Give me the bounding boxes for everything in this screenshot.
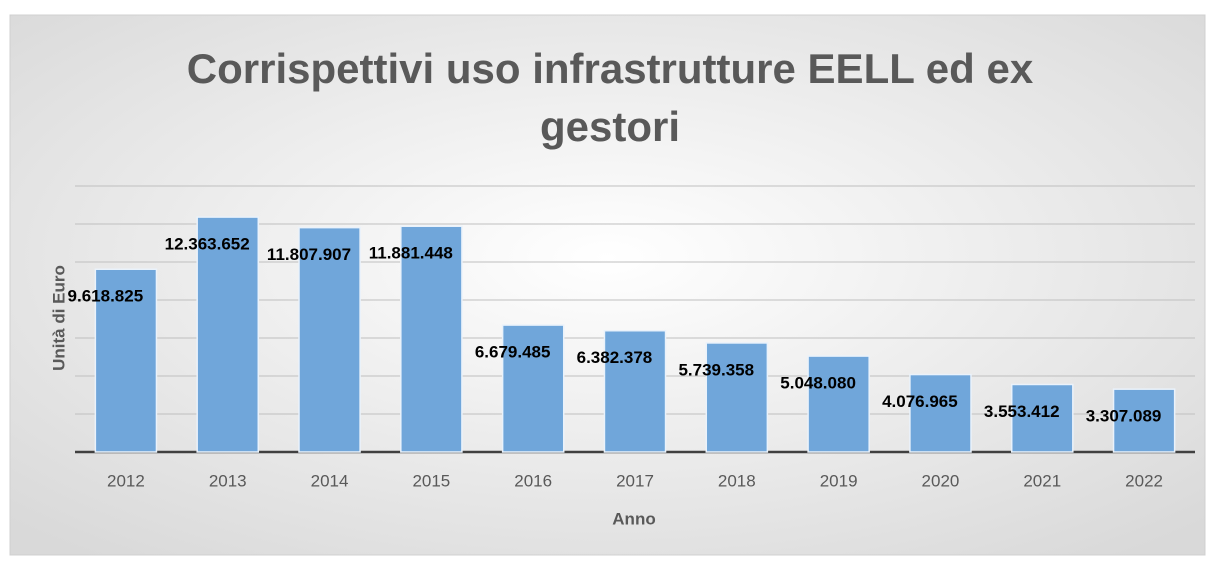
bar: [705, 342, 769, 453]
bar: [909, 373, 972, 453]
bar: [807, 355, 870, 453]
data-label: 3.307.089: [1086, 407, 1162, 426]
data-label: 4.076.965: [882, 392, 958, 411]
x-tick-label: 2012: [107, 471, 145, 490]
x-tick-label: 2018: [718, 471, 756, 490]
chart-title: Corrispettivi uso infrastrutture EELL ed…: [186, 45, 1034, 150]
x-axis-title: Anno: [612, 509, 655, 528]
data-label: 12.363.652: [165, 235, 250, 254]
bar: [94, 268, 158, 453]
x-tick-label: 2013: [209, 471, 247, 490]
x-tick-label: 2016: [514, 471, 552, 490]
bar: [196, 216, 260, 453]
data-label: 3.553.412: [984, 402, 1060, 421]
data-label: 5.048.080: [780, 374, 856, 393]
x-tick-label: 2021: [1023, 471, 1061, 490]
x-tick-label: 2019: [820, 471, 858, 490]
data-label: 6.679.485: [475, 343, 551, 362]
bar: [1010, 383, 1074, 453]
bar: [603, 329, 667, 453]
bar: [298, 226, 361, 453]
x-tick-label: 2014: [311, 471, 349, 490]
x-tick-label: 2017: [616, 471, 654, 490]
data-label: 11.881.448: [369, 244, 453, 263]
data-label: 5.739.358: [678, 360, 754, 379]
data-label: 6.382.378: [577, 348, 653, 367]
data-label: 11.807.907: [267, 245, 351, 264]
x-tick-label: 2015: [412, 471, 450, 490]
bar: [1112, 388, 1176, 453]
bar: [400, 225, 463, 453]
bar: [501, 324, 565, 453]
x-tick-label: 2022: [1125, 471, 1163, 490]
x-tick-label: 2020: [922, 471, 960, 490]
y-axis-title: Unità di Euro: [49, 265, 68, 371]
data-label: 9.618.825: [68, 287, 144, 306]
